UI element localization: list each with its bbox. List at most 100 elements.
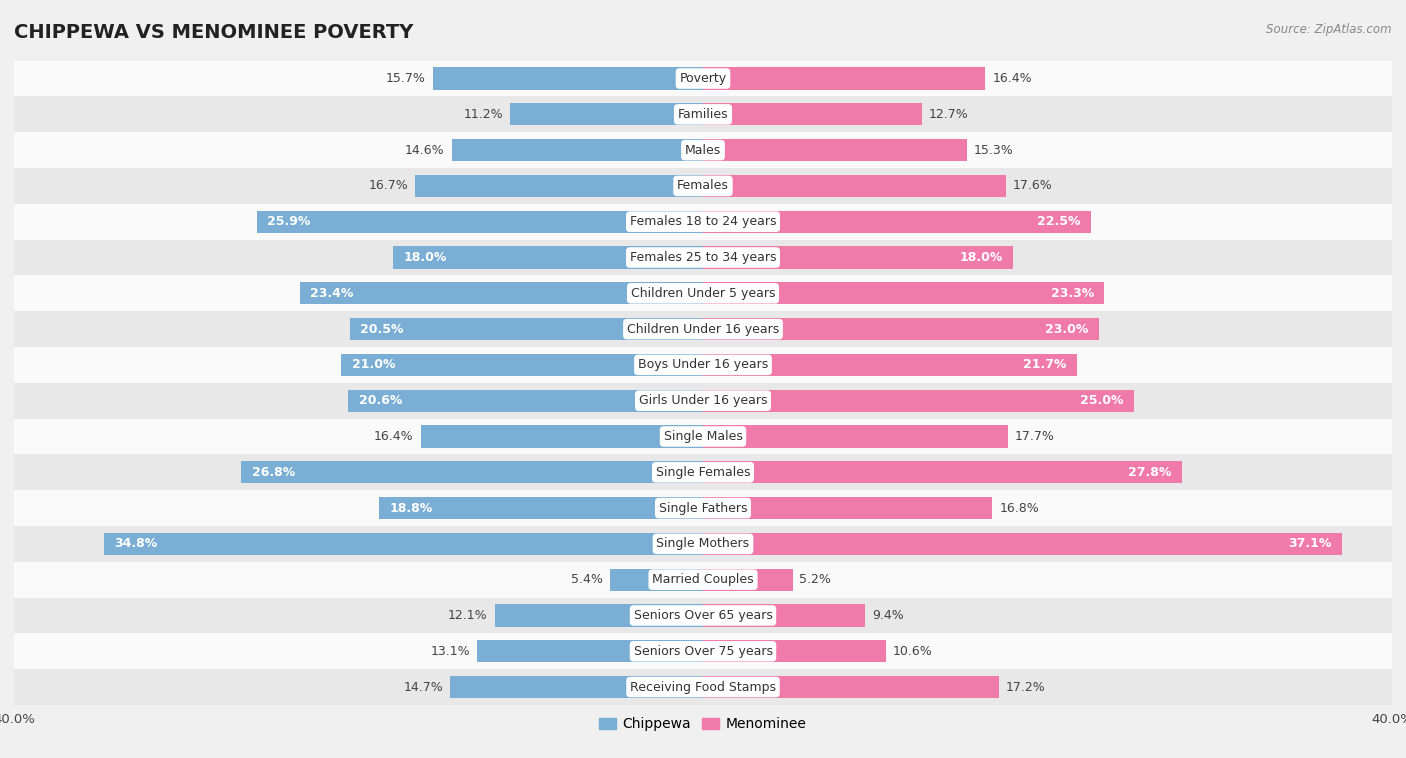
- Text: 25.0%: 25.0%: [1080, 394, 1123, 407]
- Text: Children Under 16 years: Children Under 16 years: [627, 323, 779, 336]
- Legend: Chippewa, Menominee: Chippewa, Menominee: [593, 712, 813, 737]
- Text: 27.8%: 27.8%: [1128, 465, 1171, 479]
- Bar: [420, 425, 703, 447]
- Text: 17.6%: 17.6%: [1012, 180, 1053, 193]
- Text: Source: ZipAtlas.com: Source: ZipAtlas.com: [1267, 23, 1392, 36]
- Bar: [703, 425, 1008, 447]
- Bar: [703, 497, 993, 519]
- Text: 20.6%: 20.6%: [359, 394, 402, 407]
- Bar: [703, 103, 922, 125]
- Text: 12.7%: 12.7%: [928, 108, 969, 121]
- Bar: [14, 204, 1392, 240]
- Text: 11.2%: 11.2%: [464, 108, 503, 121]
- Text: Poverty: Poverty: [679, 72, 727, 85]
- Text: 5.4%: 5.4%: [571, 573, 603, 586]
- Bar: [510, 103, 703, 125]
- Bar: [257, 211, 703, 233]
- Text: Seniors Over 65 years: Seniors Over 65 years: [634, 609, 772, 622]
- Text: 21.7%: 21.7%: [1024, 359, 1066, 371]
- Text: 9.4%: 9.4%: [872, 609, 904, 622]
- Bar: [299, 282, 703, 305]
- Text: Single Mothers: Single Mothers: [657, 537, 749, 550]
- Bar: [703, 211, 1091, 233]
- Bar: [14, 418, 1392, 454]
- Bar: [433, 67, 703, 89]
- Bar: [342, 354, 703, 376]
- Bar: [14, 454, 1392, 490]
- Bar: [14, 634, 1392, 669]
- Bar: [703, 461, 1182, 484]
- Bar: [14, 275, 1392, 312]
- Text: 21.0%: 21.0%: [352, 359, 395, 371]
- Bar: [14, 347, 1392, 383]
- Text: 12.1%: 12.1%: [449, 609, 488, 622]
- Text: 37.1%: 37.1%: [1288, 537, 1331, 550]
- Text: CHIPPEWA VS MENOMINEE POVERTY: CHIPPEWA VS MENOMINEE POVERTY: [14, 23, 413, 42]
- Bar: [14, 132, 1392, 168]
- Text: Families: Families: [678, 108, 728, 121]
- Text: Females: Females: [678, 180, 728, 193]
- Text: 23.4%: 23.4%: [311, 287, 354, 300]
- Text: 18.0%: 18.0%: [959, 251, 1002, 264]
- Bar: [104, 533, 703, 555]
- Text: 22.5%: 22.5%: [1036, 215, 1080, 228]
- Bar: [450, 676, 703, 698]
- Bar: [451, 139, 703, 161]
- Text: Females 25 to 34 years: Females 25 to 34 years: [630, 251, 776, 264]
- Bar: [703, 139, 966, 161]
- Bar: [14, 669, 1392, 705]
- Bar: [14, 61, 1392, 96]
- Text: 23.3%: 23.3%: [1050, 287, 1094, 300]
- Text: Females 18 to 24 years: Females 18 to 24 years: [630, 215, 776, 228]
- Text: 17.7%: 17.7%: [1015, 430, 1054, 443]
- Text: 26.8%: 26.8%: [252, 465, 295, 479]
- Bar: [14, 383, 1392, 418]
- Text: 25.9%: 25.9%: [267, 215, 311, 228]
- Bar: [703, 175, 1007, 197]
- Bar: [703, 604, 865, 627]
- Bar: [415, 175, 703, 197]
- Text: Seniors Over 75 years: Seniors Over 75 years: [634, 645, 772, 658]
- Text: Boys Under 16 years: Boys Under 16 years: [638, 359, 768, 371]
- Bar: [14, 597, 1392, 634]
- Text: Single Females: Single Females: [655, 465, 751, 479]
- Bar: [703, 318, 1099, 340]
- Text: 15.3%: 15.3%: [973, 143, 1014, 157]
- Bar: [478, 641, 703, 662]
- Text: 18.8%: 18.8%: [389, 502, 433, 515]
- Text: 16.4%: 16.4%: [993, 72, 1032, 85]
- Bar: [14, 240, 1392, 275]
- Bar: [14, 168, 1392, 204]
- Text: Married Couples: Married Couples: [652, 573, 754, 586]
- Text: 20.5%: 20.5%: [360, 323, 404, 336]
- Text: 5.2%: 5.2%: [800, 573, 831, 586]
- Text: 18.0%: 18.0%: [404, 251, 447, 264]
- Bar: [350, 318, 703, 340]
- Bar: [703, 354, 1077, 376]
- Bar: [610, 568, 703, 590]
- Text: Single Males: Single Males: [664, 430, 742, 443]
- Text: Males: Males: [685, 143, 721, 157]
- Text: Children Under 5 years: Children Under 5 years: [631, 287, 775, 300]
- Bar: [14, 312, 1392, 347]
- Bar: [703, 641, 886, 662]
- Text: Girls Under 16 years: Girls Under 16 years: [638, 394, 768, 407]
- Bar: [703, 533, 1341, 555]
- Bar: [495, 604, 703, 627]
- Bar: [703, 676, 1000, 698]
- Bar: [703, 568, 793, 590]
- Bar: [349, 390, 703, 412]
- Text: 10.6%: 10.6%: [893, 645, 932, 658]
- Bar: [14, 490, 1392, 526]
- Text: 34.8%: 34.8%: [114, 537, 157, 550]
- Text: 14.6%: 14.6%: [405, 143, 444, 157]
- Bar: [703, 246, 1012, 268]
- Text: 16.7%: 16.7%: [368, 180, 409, 193]
- Bar: [14, 562, 1392, 597]
- Bar: [14, 526, 1392, 562]
- Bar: [392, 246, 703, 268]
- Bar: [14, 96, 1392, 132]
- Bar: [380, 497, 703, 519]
- Text: 16.4%: 16.4%: [374, 430, 413, 443]
- Text: Receiving Food Stamps: Receiving Food Stamps: [630, 681, 776, 694]
